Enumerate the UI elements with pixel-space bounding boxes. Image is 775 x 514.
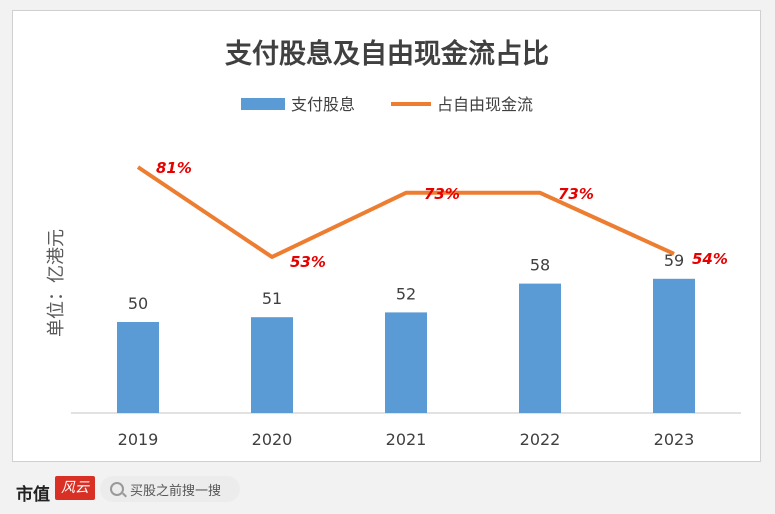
bar-2019 [117,322,159,413]
x-tick-2020: 2020 [252,430,293,449]
footer: 市值 风云 买股之前搜一搜 [0,468,775,514]
ratio-line [136,165,675,259]
bars [117,278,695,413]
x-tick-2019: 2019 [118,430,159,449]
search-icon [110,482,124,496]
ratio-label-2021: 73% [424,185,460,203]
search-placeholder: 买股之前搜一搜 [130,484,222,499]
ratio-label-2020: 53% [290,253,326,271]
legend: 支付股息 占自由现金流 [241,95,533,114]
x-tick-2021: 2021 [386,430,427,449]
y-axis-label: 单位：亿港元 [46,229,67,337]
ratio-line-path [136,165,675,259]
ratio-label-2023: 54% [692,250,728,268]
chart: 支付股息及自由现金流占比 支付股息 占自由现金流 单位：亿港元 50 51 52 58… [46,38,741,449]
x-tick-2023: 2023 [654,430,695,449]
bar-2021 [385,312,427,413]
bar-2020 [251,317,293,413]
bar-value-label-2021: 52 [396,284,416,303]
bar-value-label-2019: 50 [128,294,148,313]
legend-label-bar: 支付股息 [291,95,355,114]
legend-label-line: 占自由现金流 [437,95,533,114]
ratio-label-2022: 73% [558,185,594,203]
chart-title: 支付股息及自由现金流占比 [225,38,549,70]
bar-value-labels: 50 51 52 58 59 [128,251,684,313]
bar-2022 [519,283,561,413]
ratio-labels: 81% 53% 73% 73% 54% [156,159,728,271]
x-tick-labels: 2019 2020 2021 2022 2023 [118,430,695,449]
ratio-label-2019: 81% [156,159,192,177]
chart-card: 支付股息及自由现金流占比 支付股息 占自由现金流 单位：亿港元 50 51 52 58… [12,10,761,462]
brand-logo: 市值 [16,485,50,505]
legend-swatch-bar [241,98,285,110]
bar-value-label-2022: 58 [530,256,550,275]
brand-mark: 风云 [55,476,95,500]
bar-2023 [653,278,695,413]
bar-value-label-2023: 59 [664,251,684,270]
bar-value-label-2020: 51 [262,289,282,308]
search-box[interactable]: 买股之前搜一搜 [100,476,240,502]
x-tick-2022: 2022 [520,430,561,449]
